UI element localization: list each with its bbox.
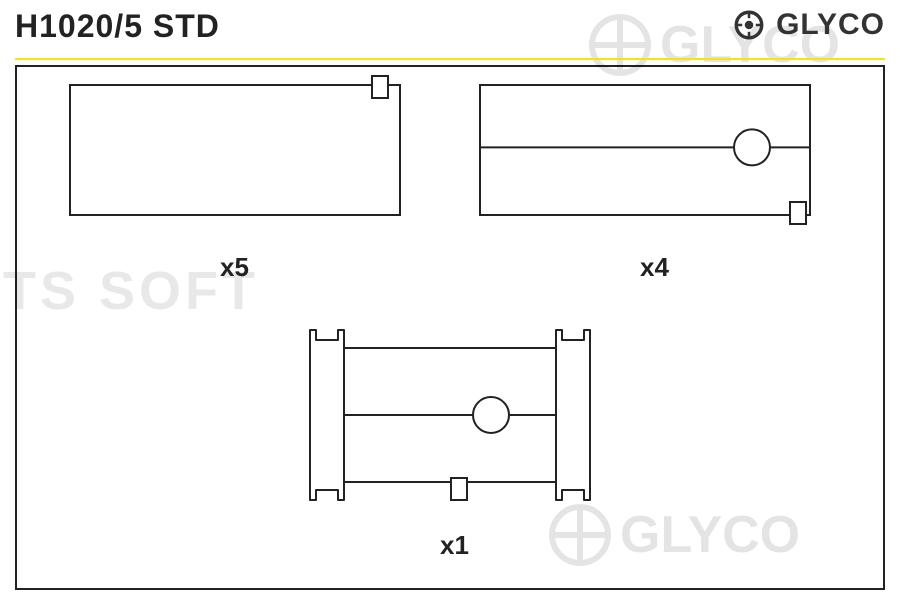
drawings-layer bbox=[0, 0, 900, 600]
page: { "header": { "part_number": "H1020/5 ST… bbox=[0, 0, 900, 600]
qty-label-2: x4 bbox=[640, 252, 669, 283]
qty-label-3: x1 bbox=[440, 530, 469, 561]
qty-label-1: x5 bbox=[220, 252, 249, 283]
